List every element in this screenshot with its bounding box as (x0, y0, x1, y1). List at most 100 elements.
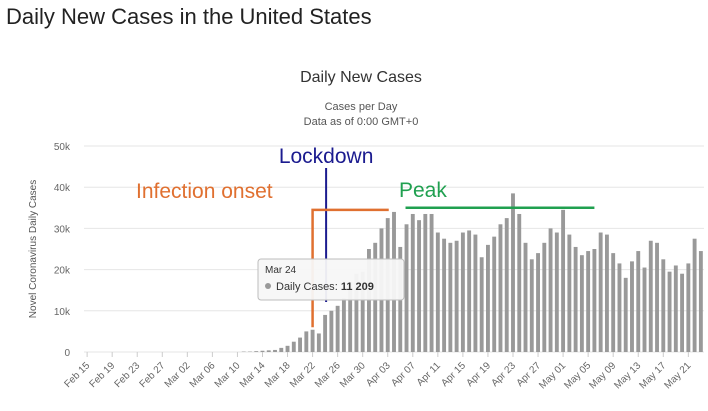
bar[interactable] (335, 305, 340, 352)
bar[interactable] (617, 263, 622, 352)
x-tick-label: Apr 19 (464, 360, 493, 389)
bar[interactable] (410, 213, 415, 352)
x-tick-label: Apr 11 (415, 360, 443, 388)
x-tick-label: Feb 19 (88, 360, 118, 390)
page-title: Daily New Cases in the United States (6, 4, 372, 29)
x-tick-label: Mar 18 (263, 360, 293, 390)
bar[interactable] (680, 273, 685, 352)
bar[interactable] (698, 251, 703, 352)
bar[interactable] (692, 238, 697, 352)
bar[interactable] (630, 261, 634, 352)
bar[interactable] (636, 251, 641, 352)
bar[interactable] (310, 329, 315, 352)
bar[interactable] (542, 242, 547, 352)
x-tick-label: Apr 23 (489, 360, 518, 389)
bar[interactable] (655, 242, 659, 352)
bar[interactable] (404, 224, 409, 352)
bar[interactable] (448, 242, 453, 352)
bar[interactable] (454, 240, 459, 352)
chart-subtitle-line-2: Data as of 0:00 GMT+0 (304, 116, 419, 128)
x-tick-label: Apr 03 (364, 360, 393, 389)
x-tick-label: Feb 23 (113, 360, 143, 390)
bar[interactable] (673, 265, 678, 352)
bar[interactable] (592, 249, 597, 352)
x-tick-label: Mar 30 (338, 360, 368, 390)
infection-onset-label: Infection onset (136, 180, 273, 203)
bar[interactable] (329, 310, 334, 352)
bar[interactable] (291, 341, 296, 352)
bar[interactable] (442, 238, 447, 352)
bar[interactable] (417, 220, 421, 352)
bar[interactable] (642, 267, 647, 352)
chart-subtitle-line-1: Cases per Day (325, 101, 398, 113)
bar[interactable] (285, 345, 290, 352)
bar[interactable] (561, 209, 566, 352)
bar[interactable] (298, 337, 303, 352)
x-tick-label: May 01 (537, 360, 568, 391)
bar[interactable] (479, 257, 484, 352)
x-tick-label: May 17 (637, 360, 668, 391)
bar[interactable] (604, 234, 609, 352)
bar[interactable] (667, 271, 672, 352)
y-tick-label: 20k (54, 266, 71, 277)
bar[interactable] (573, 246, 578, 352)
bar[interactable] (517, 213, 522, 352)
bar[interactable] (567, 234, 572, 352)
bar[interactable] (460, 232, 465, 352)
bar[interactable] (523, 242, 528, 352)
bar[interactable] (579, 255, 584, 352)
bar[interactable] (661, 259, 666, 352)
tooltip-series-dot (265, 283, 271, 289)
data-tooltip: Mar 24 Daily Cases: 11 209 (257, 258, 405, 301)
x-tick-label: May 05 (562, 360, 593, 391)
x-tick-label: Mar 02 (163, 360, 193, 390)
bar[interactable] (279, 347, 284, 352)
bar[interactable] (611, 253, 616, 352)
x-tick-label: Feb 15 (62, 360, 92, 390)
bar[interactable] (260, 350, 265, 352)
bar[interactable] (511, 193, 515, 352)
x-tick-label: Mar 06 (188, 360, 218, 390)
bar[interactable] (648, 240, 653, 352)
bar[interactable] (360, 271, 365, 352)
bar[interactable] (598, 232, 603, 352)
tooltip-date: Mar 24 (265, 265, 297, 276)
peak-label: Peak (399, 179, 447, 202)
bar[interactable] (316, 333, 321, 352)
bar[interactable] (348, 281, 353, 352)
bar[interactable] (304, 331, 309, 352)
bar[interactable] (529, 259, 534, 352)
bar[interactable] (273, 349, 277, 352)
tooltip-value: 11 209 (341, 281, 374, 293)
bar[interactable] (485, 244, 490, 352)
tooltip-series-name: Daily Cases (276, 281, 335, 293)
bar[interactable] (498, 224, 503, 352)
bar[interactable] (467, 230, 472, 352)
bar[interactable] (536, 253, 540, 352)
bar[interactable] (554, 232, 559, 352)
x-tick-label: Apr 15 (439, 360, 468, 389)
svg-text:Daily Cases: 11 209: Daily Cases: 11 209 (276, 281, 374, 293)
bar[interactable] (254, 351, 259, 352)
bar[interactable] (323, 314, 328, 352)
y-tick-label: 40k (54, 183, 71, 194)
bar[interactable] (341, 298, 346, 352)
x-tick-label: Mar 14 (238, 360, 268, 390)
y-tick-label: 10k (54, 307, 71, 318)
bar[interactable] (548, 228, 553, 352)
bar[interactable] (686, 263, 691, 352)
bar[interactable] (266, 350, 271, 352)
x-tick-label: May 13 (612, 360, 643, 391)
bar[interactable] (435, 232, 440, 352)
bar[interactable] (504, 218, 509, 352)
bar[interactable] (623, 277, 628, 352)
bar[interactable] (492, 236, 497, 352)
bar[interactable] (429, 213, 434, 352)
bar[interactable] (473, 234, 478, 352)
y-tick-label: 50k (54, 142, 71, 153)
bar[interactable] (354, 273, 359, 352)
bar[interactable] (586, 251, 591, 352)
bar[interactable] (423, 213, 428, 352)
lockdown-label: Lockdown (279, 145, 374, 168)
x-tick-label: Mar 10 (213, 360, 243, 390)
